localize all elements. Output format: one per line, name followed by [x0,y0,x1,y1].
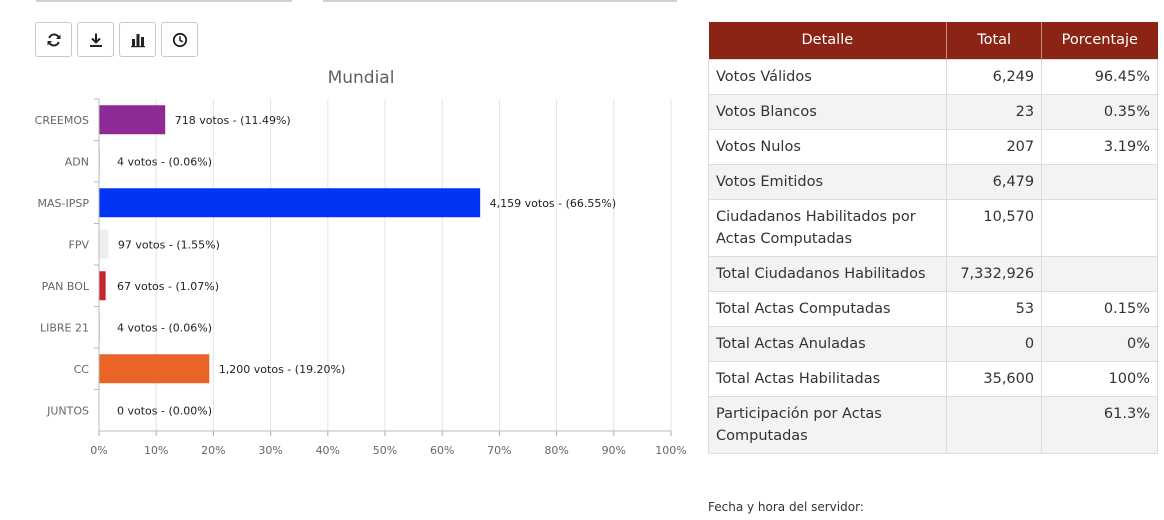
row-total: 53 [946,290,1043,327]
row-total: 6,479 [946,163,1043,200]
category-label: CREEMOS [35,114,89,127]
table-row: Total Actas Anuladas 0 0% [707,325,1158,362]
header-total: Total [946,22,1043,59]
bar[interactable] [99,354,210,384]
row-percent [1041,198,1158,257]
chart-bars: 718 votos - (11.49%) 4 votos - (0.06%) 4,1… [99,105,617,417]
table-row: Total Actas Habilitadas 35,600 100% [707,360,1158,397]
top-divider-right [323,0,677,2]
row-detail: Votos Blancos [707,93,948,130]
chart-grid [155,99,672,431]
row-percent: 100% [1041,360,1158,397]
x-tick-label: 40% [316,444,340,457]
row-detail: Votos Emitidos [707,163,948,200]
server-time-label: Fecha y hora del servidor: [708,500,864,514]
row-total [946,395,1043,454]
data-label: 0 votos - (0.00%) [117,404,212,417]
refresh-button[interactable] [35,22,72,57]
row-percent: 0.15% [1041,290,1158,327]
header-porcentaje: Porcentaje [1041,22,1158,59]
table-row: Votos Nulos 207 3.19% [707,128,1158,165]
row-total: 6,249 [946,58,1043,95]
row-total: 0 [946,325,1043,362]
data-label: 4 votos - (0.06%) [117,155,212,168]
table-row: Participación por Actas Computadas 61.3% [707,395,1158,454]
category-label: JUNTOS [46,404,89,417]
x-tick-label: 60% [430,444,454,457]
table-row: Ciudadanos Habilitados por Actas Computa… [707,198,1158,257]
table-row: Votos Emitidos 6,479 [707,163,1158,200]
x-tick-label: 80% [544,444,568,457]
row-percent: 3.19% [1041,128,1158,165]
row-detail: Total Actas Anuladas [707,325,948,362]
category-label: ADN [65,155,89,168]
table-row: Total Ciudadanos Habilitados 7,332,926 [707,255,1158,292]
x-tick-label: 20% [201,444,225,457]
x-tick-label: 10% [144,444,168,457]
results-table: Detalle Total Porcentaje Votos Válidos 6,… [707,22,1158,454]
data-label: 67 votos - (1.07%) [117,280,219,293]
table-header-row: Detalle Total Porcentaje [708,22,1158,59]
data-label: 1,200 votos - (19.20%) [219,363,346,376]
row-detail: Votos Válidos [707,58,948,95]
row-percent [1041,163,1158,200]
row-detail: Total Actas Habilitadas [707,360,948,397]
category-label: LIBRE 21 [40,321,89,334]
bar[interactable] [99,271,106,301]
chart-axis: 0% 10% 20% 30% 40% 50% 60% 70% 80% 90% 100% CREEMOS… [35,98,687,457]
bar-chart-icon [130,33,145,47]
download-icon [89,33,102,47]
top-divider-left [36,0,292,2]
row-total: 207 [946,128,1043,165]
row-total: 23 [946,93,1043,130]
category-label: CC [74,363,90,376]
row-detail: Participación por Actas Computadas [707,395,948,454]
row-detail: Ciudadanos Habilitados por Actas Computa… [707,198,948,257]
history-button[interactable] [161,22,198,57]
table-row: Votos Blancos 23 0.35% [707,93,1158,130]
category-label: MAS-IPSP [38,197,90,210]
data-label: 4 votos - (0.06%) [117,321,212,334]
category-label: FPV [69,238,90,251]
row-detail: Total Actas Computadas [707,290,948,327]
refresh-icon [47,33,60,46]
row-detail: Votos Nulos [707,128,948,165]
x-tick-label: 70% [487,444,511,457]
row-total: 35,600 [946,360,1043,397]
table-row: Votos Válidos 6,249 96.45% [707,58,1158,95]
category-label: PAN BOL [42,280,90,293]
bar[interactable] [99,229,109,259]
x-tick-label: 30% [258,444,282,457]
row-total: 10,570 [946,198,1043,257]
clock-icon [172,32,187,47]
row-detail: Total Ciudadanos Habilitados [707,255,948,292]
row-percent: 0.35% [1041,93,1158,130]
row-percent: 96.45% [1041,58,1158,95]
row-percent: 0% [1041,325,1158,362]
chart-title: Mundial [328,68,395,88]
row-total: 7,332,926 [946,255,1043,292]
row-percent [1041,255,1158,292]
data-label: 4,159 votos - (66.55%) [490,197,617,210]
table-row: Total Actas Computadas 53 0.15% [707,290,1158,327]
bar-chart: Mundial 718 votos - (11.49%) 4 votos - (0… [35,68,687,457]
data-label: 718 votos - (11.49%) [175,114,291,127]
row-percent: 61.3% [1041,395,1158,454]
chart-toolbar [35,22,198,57]
bar[interactable] [99,105,166,135]
x-tick-label: 50% [373,444,397,457]
data-label: 97 votos - (1.55%) [118,238,220,251]
bar[interactable] [99,188,481,218]
chart-button[interactable] [119,22,156,57]
x-tick-label: 90% [602,444,626,457]
x-tick-label: 100% [655,444,686,457]
x-tick-label: 0% [90,444,107,457]
header-detalle: Detalle [708,22,948,59]
download-button[interactable] [77,22,114,57]
